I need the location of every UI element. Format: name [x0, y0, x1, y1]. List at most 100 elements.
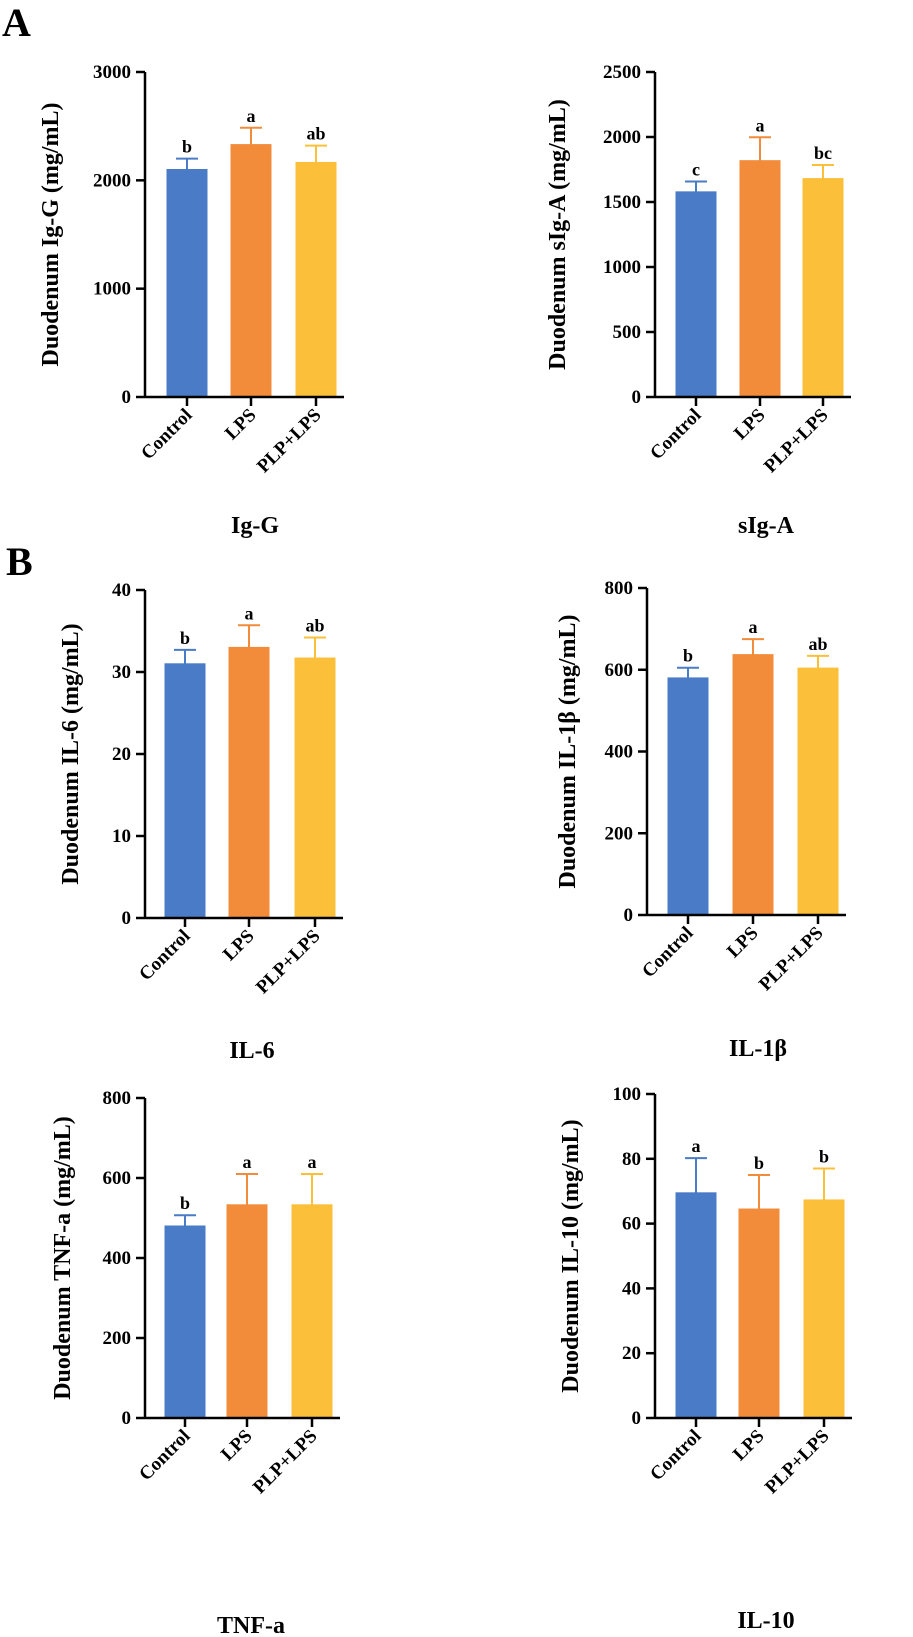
- y-tick-label: 2000: [93, 170, 131, 191]
- significance-label-plp-lps: bc: [814, 143, 832, 163]
- bar-plp-lps: [291, 1204, 333, 1419]
- bar-lps: [228, 646, 270, 919]
- y-tick-label: 400: [605, 742, 634, 763]
- y-tick-label: 0: [122, 1408, 132, 1429]
- y-tick-label: 2500: [603, 62, 641, 83]
- y-tick-label: 60: [622, 1214, 641, 1235]
- significance-label-control: b: [180, 628, 190, 648]
- bar-plp-lps: [294, 657, 336, 919]
- significance-label-control: b: [683, 646, 693, 666]
- y-tick-label: 30: [112, 662, 131, 683]
- y-tick-label: 0: [632, 1408, 642, 1429]
- chart-2: c a bc 0 500 1000 1500 2000 2500 Control LPSPLP+LP…: [545, 62, 851, 539]
- bar-control: [675, 191, 717, 398]
- significance-label-control: a: [692, 1136, 701, 1156]
- bar-control: [166, 169, 208, 398]
- category-label-control: Control: [646, 1426, 705, 1485]
- significance-label-plp-lps: b: [819, 1147, 829, 1167]
- bar-lps: [732, 654, 774, 916]
- chart-title: IL-6: [229, 1038, 274, 1064]
- y-tick-label: 0: [624, 905, 634, 926]
- significance-label-control: b: [180, 1193, 190, 1213]
- y-axis-title: Duodenum IL-6 (mg/mL): [58, 623, 84, 884]
- y-tick-label: 0: [122, 387, 132, 408]
- category-label-plp-lps: PLP+LPS: [761, 1426, 834, 1499]
- y-tick-label: 20: [622, 1343, 641, 1364]
- category-label-control: Control: [135, 926, 194, 985]
- significance-label-lps: a: [749, 617, 758, 637]
- significance-label-lps: a: [756, 115, 765, 135]
- category-label-plp-lps: PLP+LPS: [755, 923, 828, 996]
- bar-control: [164, 1225, 206, 1419]
- chart-title: IL-10: [737, 1608, 794, 1634]
- category-label-control: Control: [646, 405, 705, 464]
- y-axis-title: Duodenum IL-1β (mg/mL): [555, 615, 581, 889]
- category-label-plp-lps: PLP+LPS: [760, 405, 833, 478]
- significance-label-plp-lps: ab: [808, 634, 827, 654]
- y-axis-title: Duodenum TNF-a (mg/mL): [50, 1116, 76, 1400]
- bar-lps: [739, 160, 781, 398]
- significance-label-control: c: [692, 159, 700, 179]
- significance-label-plp-lps: ab: [305, 616, 324, 636]
- significance-label-lps: a: [243, 1152, 252, 1172]
- bar-plp-lps: [797, 667, 839, 916]
- y-axis-title: Duodenum IL-10 (mg/mL): [558, 1119, 584, 1392]
- category-label-plp-lps: PLP+LPS: [253, 405, 326, 478]
- y-tick-label: 10: [112, 826, 131, 847]
- category-label-lps: LPS: [730, 405, 769, 444]
- significance-label-plp-lps: ab: [306, 124, 325, 144]
- y-tick-label: 1000: [93, 279, 131, 300]
- bar-lps: [230, 144, 272, 398]
- y-tick-label: 800: [605, 578, 634, 599]
- y-tick-label: 40: [622, 1278, 641, 1299]
- y-tick-label: 0: [632, 387, 642, 408]
- panel-label-a: A: [2, 0, 31, 45]
- chart-title: TNF-a: [217, 1613, 285, 1637]
- y-tick-label: 100: [613, 1084, 642, 1105]
- bar-lps: [226, 1204, 268, 1419]
- bar-control: [667, 677, 709, 916]
- bar-control: [675, 1192, 717, 1419]
- category-label-lps: LPS: [217, 1426, 256, 1465]
- panel-label-b: B: [6, 539, 33, 584]
- significance-label-lps: b: [754, 1153, 764, 1173]
- y-tick-label: 0: [122, 908, 132, 929]
- y-tick-label: 40: [112, 580, 131, 601]
- bar-control: [164, 663, 206, 919]
- category-label-control: Control: [638, 923, 697, 982]
- bar-plp-lps: [802, 178, 844, 398]
- significance-label-control: b: [182, 137, 192, 157]
- bar-lps: [738, 1208, 780, 1419]
- y-tick-label: 800: [103, 1088, 132, 1109]
- category-label-lps: LPS: [219, 926, 258, 965]
- y-tick-label: 1500: [603, 192, 641, 213]
- bar-plp-lps: [803, 1199, 845, 1419]
- y-tick-label: 3000: [93, 62, 131, 83]
- y-axis-title: Duodenum sIg-A (mg/mL): [545, 99, 571, 370]
- chart-title: Ig-G: [231, 513, 279, 539]
- significance-label-plp-lps: a: [308, 1152, 317, 1172]
- y-tick-label: 500: [613, 322, 642, 343]
- category-label-control: Control: [137, 405, 196, 464]
- y-tick-label: 1000: [603, 257, 641, 278]
- y-axis-title: Duodenum Ig-G (mg/mL): [38, 102, 64, 366]
- y-tick-label: 600: [103, 1168, 132, 1189]
- category-label-lps: LPS: [729, 1426, 768, 1465]
- category-label-lps: LPS: [723, 923, 762, 962]
- y-tick-label: 80: [622, 1149, 641, 1170]
- y-tick-label: 400: [103, 1248, 132, 1269]
- significance-label-lps: a: [245, 603, 254, 623]
- y-tick-label: 600: [605, 660, 634, 681]
- y-tick-label: 2000: [603, 127, 641, 148]
- category-label-plp-lps: PLP+LPS: [252, 926, 325, 999]
- y-tick-label: 200: [103, 1328, 132, 1349]
- bar-plp-lps: [295, 161, 337, 398]
- chart-title: sIg-A: [738, 513, 795, 539]
- chart-title: IL-1β: [729, 1036, 787, 1062]
